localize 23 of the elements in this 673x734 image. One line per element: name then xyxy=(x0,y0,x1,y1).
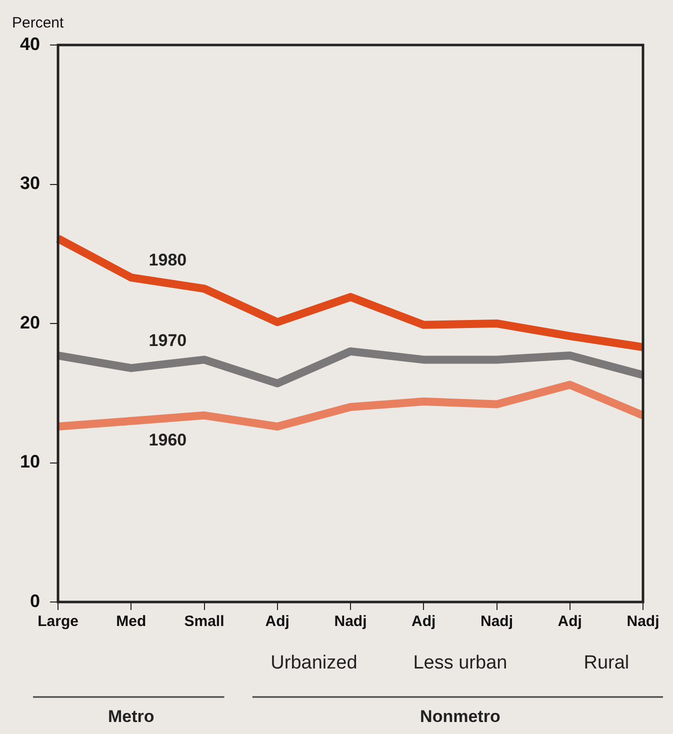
y-tick-label: 30 xyxy=(20,173,40,194)
x-tick-label: Nadj xyxy=(480,613,514,630)
y-tick-label: 40 xyxy=(20,34,40,54)
x-tick-label: Adj xyxy=(412,613,436,630)
y-tick-label: 10 xyxy=(20,452,40,472)
x-tick-label: Nadj xyxy=(334,613,367,630)
x-tick-label: Med xyxy=(116,613,146,630)
text: Less urban xyxy=(413,652,508,674)
x-tick-label: Nadj xyxy=(626,613,660,630)
text: Urbanized xyxy=(270,652,358,674)
x-tick-label: Large xyxy=(38,613,78,630)
text: Metro xyxy=(108,707,154,726)
series-label: 1980 xyxy=(148,250,187,270)
y-tick-label: 0 xyxy=(30,590,40,611)
text: Rural xyxy=(584,652,630,674)
x-tick-label: Adj xyxy=(265,613,290,630)
x-tick-label: Small xyxy=(184,613,224,630)
series-label: 1970 xyxy=(148,331,187,350)
text: Nonmetro xyxy=(420,707,500,726)
x-tick-label: Adj xyxy=(558,613,582,630)
y-tick-label: 20 xyxy=(20,312,40,332)
y-axis-title: Percent xyxy=(12,14,65,32)
series-label: 1960 xyxy=(148,430,187,450)
